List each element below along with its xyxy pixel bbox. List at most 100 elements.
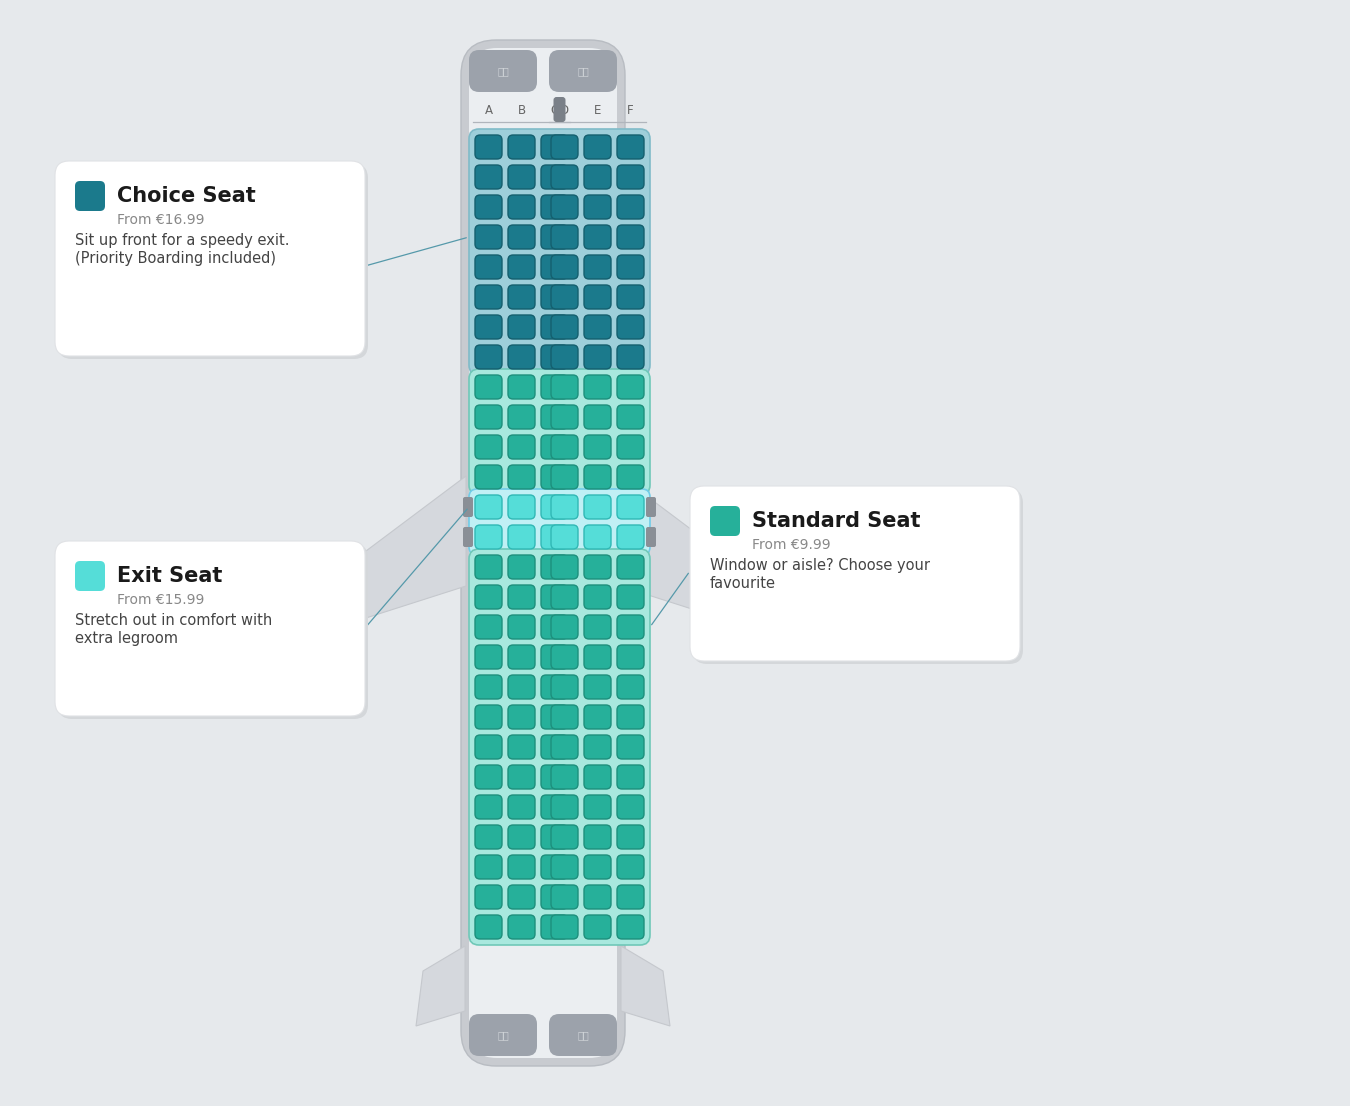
FancyBboxPatch shape: [585, 555, 612, 580]
FancyBboxPatch shape: [508, 225, 535, 249]
FancyBboxPatch shape: [468, 489, 649, 555]
FancyBboxPatch shape: [551, 405, 578, 429]
FancyBboxPatch shape: [551, 915, 578, 939]
Text: D: D: [560, 104, 570, 117]
FancyBboxPatch shape: [460, 40, 625, 1066]
FancyBboxPatch shape: [475, 615, 502, 639]
FancyBboxPatch shape: [508, 405, 535, 429]
FancyBboxPatch shape: [551, 855, 578, 879]
FancyBboxPatch shape: [541, 855, 568, 879]
FancyBboxPatch shape: [617, 195, 644, 219]
FancyBboxPatch shape: [585, 855, 612, 879]
FancyBboxPatch shape: [617, 225, 644, 249]
FancyBboxPatch shape: [551, 195, 578, 219]
FancyBboxPatch shape: [551, 885, 578, 909]
FancyBboxPatch shape: [585, 705, 612, 729]
FancyBboxPatch shape: [541, 165, 568, 189]
FancyBboxPatch shape: [58, 164, 369, 359]
FancyBboxPatch shape: [617, 885, 644, 909]
FancyBboxPatch shape: [475, 915, 502, 939]
FancyBboxPatch shape: [55, 541, 365, 716]
FancyBboxPatch shape: [508, 915, 535, 939]
FancyBboxPatch shape: [508, 765, 535, 789]
FancyBboxPatch shape: [551, 825, 578, 849]
FancyBboxPatch shape: [76, 181, 105, 211]
FancyBboxPatch shape: [475, 645, 502, 669]
FancyBboxPatch shape: [541, 375, 568, 399]
FancyBboxPatch shape: [541, 885, 568, 909]
FancyBboxPatch shape: [585, 375, 612, 399]
FancyBboxPatch shape: [468, 50, 537, 92]
FancyBboxPatch shape: [541, 255, 568, 279]
FancyBboxPatch shape: [647, 526, 656, 547]
Polygon shape: [620, 476, 745, 626]
FancyBboxPatch shape: [475, 525, 502, 549]
Polygon shape: [621, 946, 670, 1026]
FancyBboxPatch shape: [475, 855, 502, 879]
Text: Choice Seat: Choice Seat: [117, 186, 255, 206]
FancyBboxPatch shape: [541, 765, 568, 789]
FancyBboxPatch shape: [508, 315, 535, 340]
FancyBboxPatch shape: [541, 225, 568, 249]
FancyBboxPatch shape: [551, 765, 578, 789]
FancyBboxPatch shape: [617, 255, 644, 279]
FancyBboxPatch shape: [585, 765, 612, 789]
FancyBboxPatch shape: [508, 705, 535, 729]
Text: B: B: [517, 104, 525, 117]
Text: From €16.99: From €16.99: [117, 213, 204, 227]
FancyBboxPatch shape: [585, 525, 612, 549]
FancyBboxPatch shape: [617, 855, 644, 879]
Text: From €15.99: From €15.99: [117, 593, 204, 607]
FancyBboxPatch shape: [508, 435, 535, 459]
FancyBboxPatch shape: [617, 705, 644, 729]
FancyBboxPatch shape: [508, 465, 535, 489]
Text: C: C: [551, 104, 559, 117]
FancyBboxPatch shape: [475, 405, 502, 429]
FancyBboxPatch shape: [541, 675, 568, 699]
FancyBboxPatch shape: [475, 705, 502, 729]
Text: Window or aisle? Choose your: Window or aisle? Choose your: [710, 559, 930, 573]
FancyBboxPatch shape: [617, 735, 644, 759]
FancyBboxPatch shape: [468, 549, 649, 945]
FancyBboxPatch shape: [585, 285, 612, 309]
FancyBboxPatch shape: [508, 675, 535, 699]
FancyBboxPatch shape: [647, 497, 656, 517]
FancyBboxPatch shape: [617, 435, 644, 459]
Text: (Priority Boarding included): (Priority Boarding included): [76, 251, 275, 267]
FancyBboxPatch shape: [585, 885, 612, 909]
FancyBboxPatch shape: [541, 405, 568, 429]
FancyBboxPatch shape: [617, 795, 644, 820]
Text: Standard Seat: Standard Seat: [752, 511, 921, 531]
FancyBboxPatch shape: [549, 1014, 617, 1056]
FancyBboxPatch shape: [541, 495, 568, 519]
Text: A: A: [485, 104, 493, 117]
FancyBboxPatch shape: [508, 195, 535, 219]
FancyBboxPatch shape: [617, 465, 644, 489]
FancyBboxPatch shape: [475, 435, 502, 459]
FancyBboxPatch shape: [541, 915, 568, 939]
FancyBboxPatch shape: [551, 675, 578, 699]
FancyBboxPatch shape: [76, 561, 105, 591]
FancyBboxPatch shape: [508, 795, 535, 820]
FancyBboxPatch shape: [541, 135, 568, 159]
FancyBboxPatch shape: [617, 675, 644, 699]
FancyBboxPatch shape: [508, 735, 535, 759]
FancyBboxPatch shape: [551, 465, 578, 489]
FancyBboxPatch shape: [58, 544, 369, 719]
FancyBboxPatch shape: [508, 345, 535, 369]
Text: 🚹🚺: 🚹🚺: [578, 1030, 589, 1040]
FancyBboxPatch shape: [541, 585, 568, 609]
FancyBboxPatch shape: [617, 765, 644, 789]
Text: 🚹🚺: 🚹🚺: [497, 66, 509, 76]
FancyBboxPatch shape: [554, 97, 566, 122]
FancyBboxPatch shape: [541, 615, 568, 639]
FancyBboxPatch shape: [541, 735, 568, 759]
FancyBboxPatch shape: [508, 555, 535, 580]
FancyBboxPatch shape: [551, 285, 578, 309]
FancyBboxPatch shape: [585, 495, 612, 519]
FancyBboxPatch shape: [541, 795, 568, 820]
FancyBboxPatch shape: [475, 795, 502, 820]
FancyBboxPatch shape: [585, 345, 612, 369]
Text: F: F: [628, 104, 633, 117]
FancyBboxPatch shape: [475, 165, 502, 189]
